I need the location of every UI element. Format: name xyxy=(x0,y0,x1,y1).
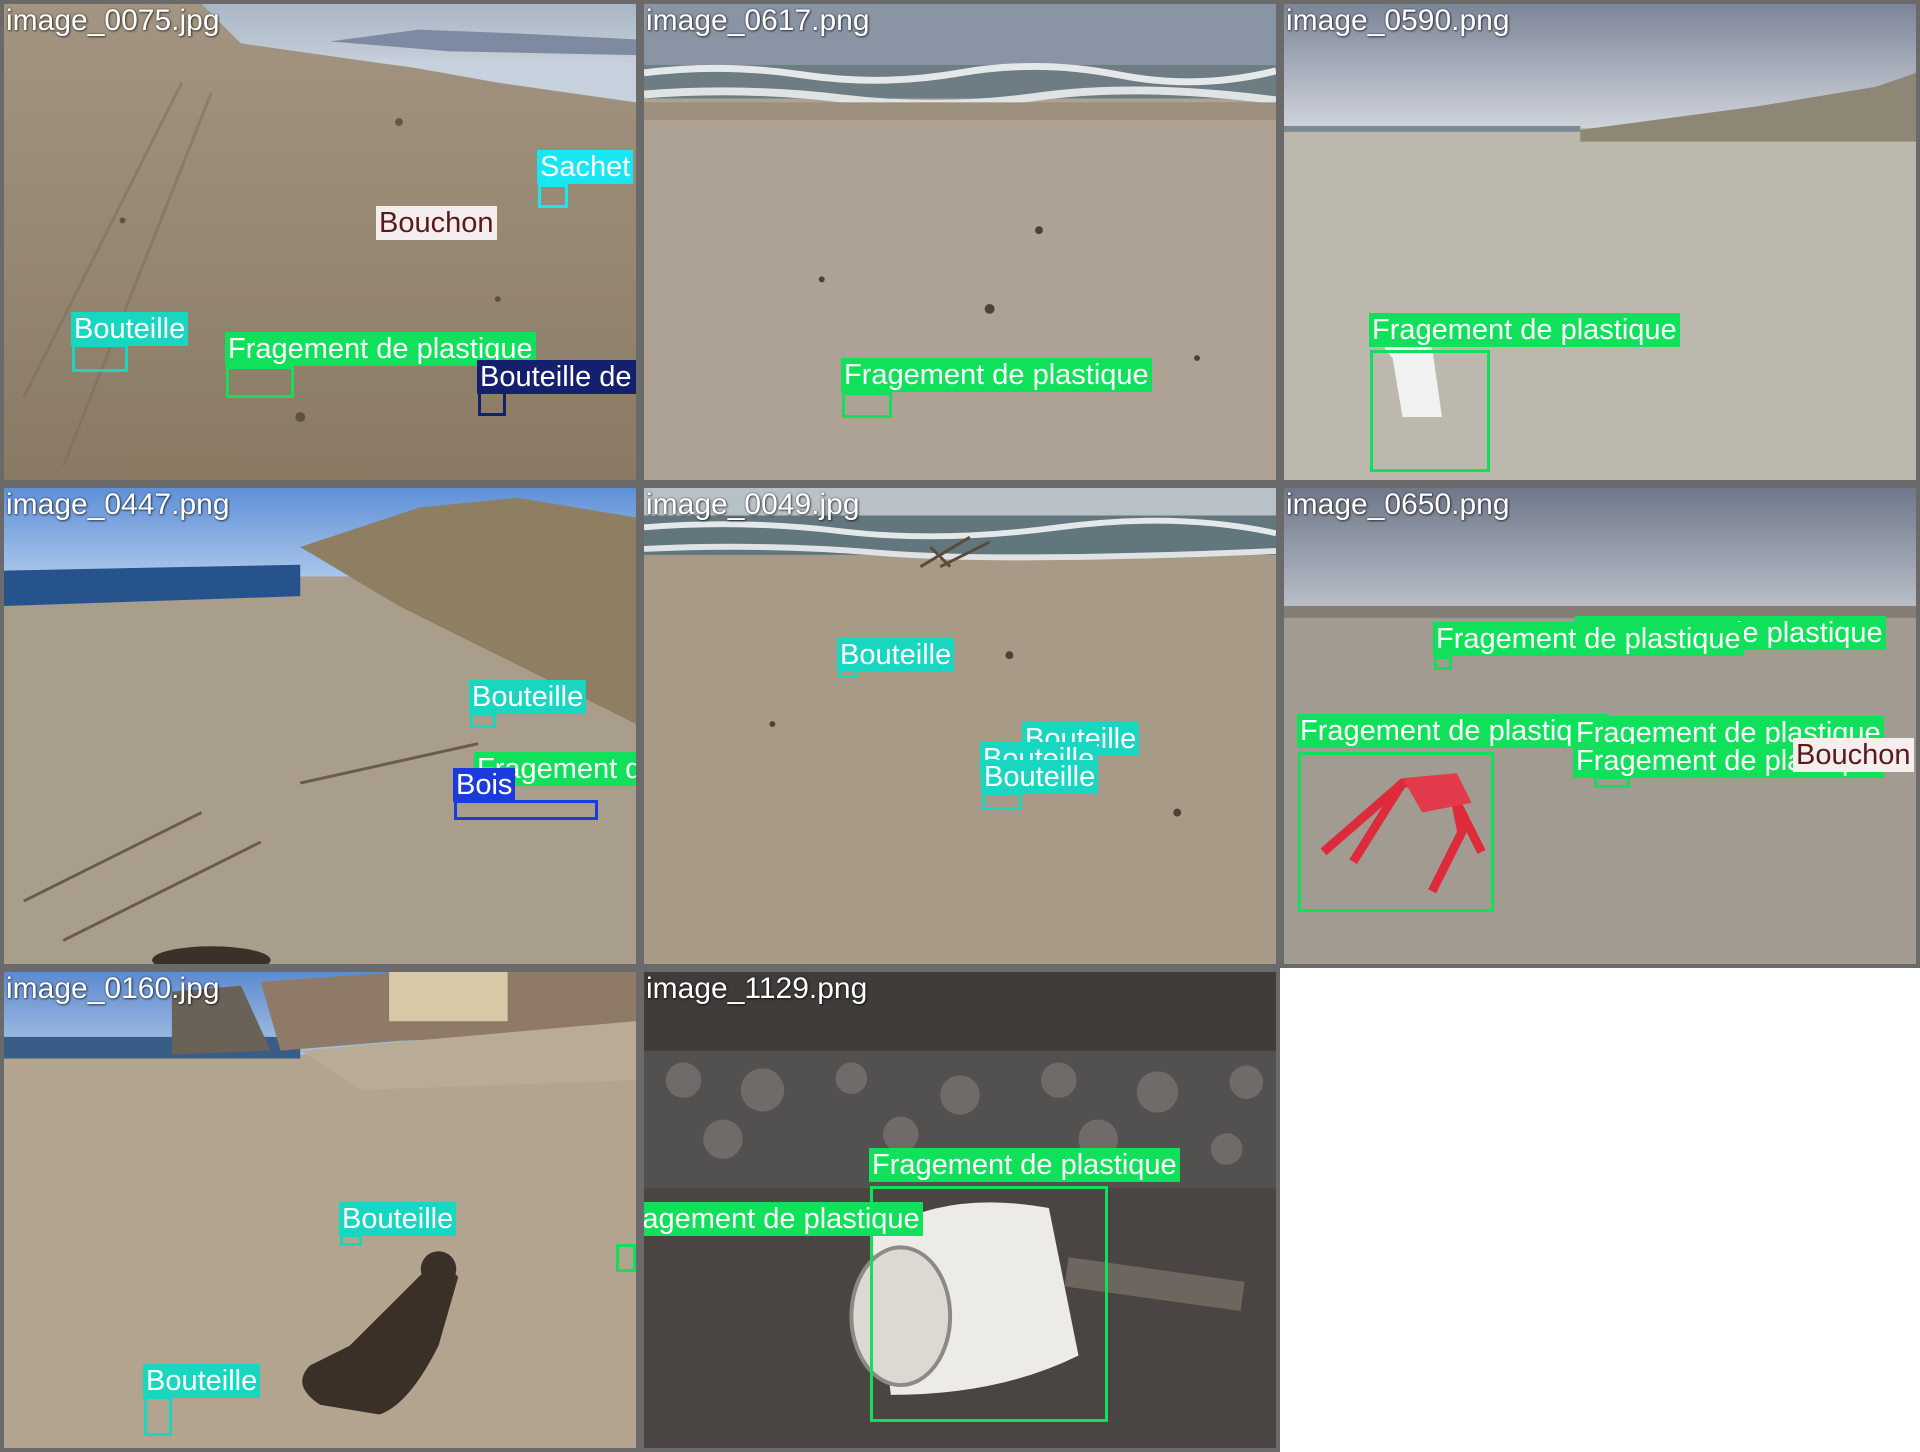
detection-box xyxy=(842,392,892,418)
beach-photo xyxy=(644,972,1276,1448)
image-filename: image_0590.png xyxy=(1286,4,1510,37)
detection-box xyxy=(538,184,568,208)
detection-box xyxy=(72,344,128,372)
detection-label: Fragement de plastique xyxy=(644,1202,923,1236)
tile-image-0075: image_0075.jpg Sachet Bouchon Bouteille … xyxy=(0,0,640,484)
detection-label: Bois xyxy=(453,768,516,802)
detection-box xyxy=(982,792,1022,810)
beach-photo xyxy=(644,488,1276,964)
tile-image-0447: image_0447.png Bouteille Fragement de pl… xyxy=(0,484,640,968)
detection-box xyxy=(1298,752,1494,912)
tile-image-0049: image_0049.jpg Bouteille Bouteille Boute… xyxy=(640,484,1280,968)
detection-label: Fragement de plastique xyxy=(869,1148,1180,1182)
detection-label: Sachet xyxy=(537,150,634,184)
image-filename: image_0049.jpg xyxy=(646,488,860,521)
detection-label: Fragement de plastique xyxy=(1369,313,1680,347)
detection-label: Bouteille xyxy=(71,312,189,346)
tile-image-0650: image_0650.png Fragement de plastique Fr… xyxy=(1280,484,1920,968)
beach-photo xyxy=(4,4,636,480)
image-filename: image_0075.jpg xyxy=(6,4,220,37)
detection-label: Fragement de plastique xyxy=(1433,622,1744,656)
detection-label: Fragement de plastique xyxy=(841,358,1152,392)
tile-image-0617: image_0617.png Fragement de plastique xyxy=(640,0,1280,484)
detection-label: Fragement de plastique xyxy=(225,332,536,366)
tile-image-0590: image_0590.png Fragement de plastique xyxy=(1280,0,1920,484)
image-filename: image_1129.png xyxy=(646,972,868,1005)
detection-box xyxy=(1434,656,1452,670)
image-filename: image_0650.png xyxy=(1286,488,1510,521)
beach-photo xyxy=(644,4,1276,480)
tile-image-1129: image_1129.png Fragement de plastique Fr… xyxy=(640,968,1280,1452)
detection-label: Fragement de plastique xyxy=(1297,714,1608,748)
detection-label: Bouteille de verre xyxy=(477,360,636,394)
detection-label: Bouteille xyxy=(837,638,955,672)
beach-photo xyxy=(4,972,636,1448)
detection-box xyxy=(226,366,294,398)
detection-label: Bouteille xyxy=(339,1202,457,1236)
beach-photo xyxy=(1284,4,1916,480)
image-filename: image_0617.png xyxy=(646,4,870,37)
image-filename: image_0160.jpg xyxy=(6,972,220,1005)
detection-box xyxy=(616,1244,636,1272)
detection-box xyxy=(470,712,496,728)
detection-label: Bouteille xyxy=(469,680,587,714)
detection-box xyxy=(454,800,598,820)
detection-label: Bouteille xyxy=(143,1364,261,1398)
detection-label: Bouchon xyxy=(1793,738,1914,772)
detection-label: Bouteille xyxy=(981,760,1099,794)
detection-box xyxy=(870,1186,1108,1422)
beach-photo xyxy=(4,488,636,964)
detection-box xyxy=(144,1396,172,1436)
image-filename: image_0447.png xyxy=(6,488,230,521)
tile-image-0160: image_0160.jpg Bouteille Bouteille xyxy=(0,968,640,1452)
detection-box xyxy=(1370,350,1490,472)
detection-label: Bouchon xyxy=(376,206,497,240)
